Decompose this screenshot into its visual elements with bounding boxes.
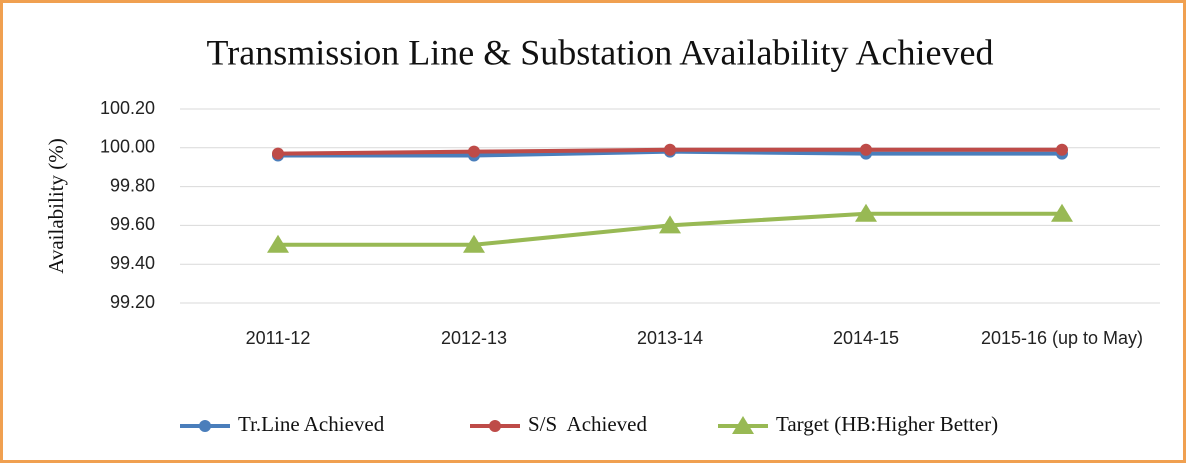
legend-label: Tr.Line Achieved [238, 412, 385, 436]
y-tick-label: 99.40 [110, 253, 155, 273]
data-point [664, 143, 676, 156]
y-axis-title: Availability (%) [44, 138, 68, 274]
y-tick-label: 100.20 [100, 98, 155, 118]
data-point [1056, 143, 1068, 156]
y-tick-label: 99.20 [110, 292, 155, 312]
data-point [855, 203, 877, 222]
legend-marker [489, 420, 501, 432]
x-tick-label: 2012-13 [440, 328, 508, 348]
x-tick-label: 2011-12 [245, 328, 311, 348]
chart-title: Transmission Line & Substation Availabil… [207, 32, 994, 72]
data-point [463, 234, 485, 253]
data-point [659, 215, 681, 234]
data-point [272, 147, 284, 160]
y-tick-label: 99.80 [110, 175, 155, 195]
x-tick-label: 2013-14 [636, 328, 704, 348]
data-point [468, 145, 480, 158]
legend-marker [732, 416, 754, 434]
data-point [860, 143, 872, 156]
data-point [1051, 203, 1073, 222]
legend-label: Target (HB:Higher Better) [776, 412, 998, 436]
y-tick-label: 99.60 [110, 214, 155, 234]
x-tick-label: 2015-16 (up to May) [980, 328, 1144, 348]
data-point [267, 234, 289, 253]
legend-label: S/S Achieved [528, 412, 647, 436]
y-tick-label: 100.00 [100, 137, 155, 157]
legend-marker [199, 420, 211, 432]
x-tick-label: 2014-15 [832, 328, 900, 348]
